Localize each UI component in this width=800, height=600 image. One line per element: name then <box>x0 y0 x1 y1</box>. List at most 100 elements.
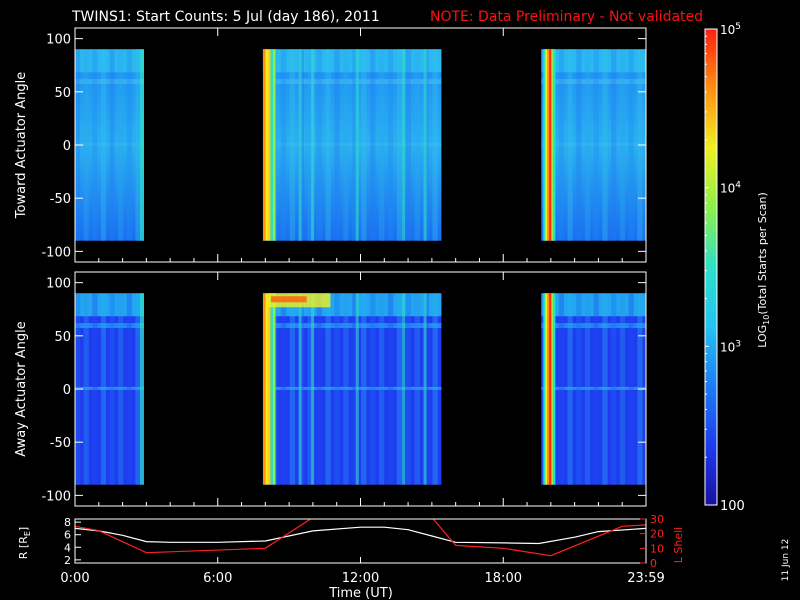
ylabel-left-bottom: R [R <box>17 536 30 559</box>
heatmap-cyan-streak <box>423 293 427 485</box>
l-shell-series-line <box>75 519 646 557</box>
heatmap-streak <box>109 293 115 485</box>
heatmap-hot-streak <box>272 49 276 241</box>
y-right-tick-label: 20 <box>650 528 664 541</box>
y-left-tick-label: 2 <box>64 554 71 567</box>
x-tick-label: 18:00 <box>485 571 522 586</box>
colorbar-tick-exp: 4 <box>735 181 741 191</box>
heatmap-streak <box>370 49 376 241</box>
heatmap-data-group <box>75 49 646 241</box>
y-right-tick-label: 10 <box>650 542 664 555</box>
heatmap-streak <box>584 293 591 485</box>
line-series-group <box>75 519 646 557</box>
heatmap-band-zero <box>541 386 646 390</box>
heatmap-streak <box>628 293 634 485</box>
heatmap-streak <box>396 293 403 485</box>
heatmap-top-red-band <box>270 296 307 303</box>
y-tick-label: 100 <box>46 277 71 292</box>
heatmap-streak <box>343 49 349 241</box>
heatmap-hot-streak <box>270 49 273 241</box>
heatmap-streak <box>352 49 358 241</box>
heatmap-streak <box>316 293 322 485</box>
heatmap-streak <box>378 49 385 241</box>
heatmap-streak <box>414 49 420 241</box>
heatmap-hot-strip <box>551 49 554 241</box>
heatmap-streak <box>619 49 626 241</box>
y-tick-label: 50 <box>54 86 71 101</box>
heatmap-data-group <box>75 293 646 485</box>
chart-title: TWINS1: Start Counts: 5 Jul (day 186), 2… <box>71 9 380 25</box>
heatmap-streak <box>387 49 394 241</box>
heatmap-band-top <box>541 293 646 317</box>
colorbar-label-rest: (Total Starts per Scan) <box>756 192 769 314</box>
heatmap-streak <box>109 49 115 241</box>
heatmap-panel-top: 100 50 0 -50 -100 <box>41 27 647 263</box>
x-tick-label: 6:00 <box>203 571 232 586</box>
y-tick-label: -100 <box>41 245 71 260</box>
heatmap-streak <box>100 49 107 241</box>
heatmap-band-top <box>262 49 442 73</box>
heatmap-streak <box>334 293 340 485</box>
heatmap-streak <box>405 293 412 485</box>
heatmap-band-sixty <box>541 323 646 329</box>
xlabel-bottom: Time (UT) <box>328 586 393 600</box>
heatmap-hot-strip <box>551 293 554 485</box>
heatmap-streak <box>432 49 438 241</box>
colorbar-label-sub: 10 <box>762 315 771 325</box>
heatmap-band-top <box>75 49 144 73</box>
heatmap-hot-streak <box>265 293 268 485</box>
heatmap-streak <box>325 293 331 485</box>
y-tick-label: 100 <box>46 33 71 48</box>
heatmap-hot-strip <box>553 49 556 241</box>
heatmap-streak <box>405 49 412 241</box>
heatmap-hot-strip <box>543 49 546 241</box>
heatmap-streak <box>307 49 313 241</box>
heatmap-band-top <box>75 293 144 317</box>
heatmap-streak <box>387 293 394 485</box>
heatmap-streak <box>378 293 385 485</box>
heatmap-streak <box>396 49 403 241</box>
heatmap-cyan-streak <box>402 49 406 241</box>
y-left-tick-label: 6 <box>64 529 71 542</box>
heatmap-band-zero <box>75 142 144 146</box>
heatmap-band-top <box>541 49 646 73</box>
heatmap-streak <box>593 293 599 485</box>
heatmap-streak <box>611 49 617 241</box>
heatmap-streak <box>602 293 608 485</box>
heatmap-streak <box>280 293 287 485</box>
ylabel-middle: Away Actuator Angle <box>14 321 29 456</box>
heatmap-streak <box>361 293 367 485</box>
heatmap-hot-streak <box>262 293 266 485</box>
heatmap-hot-streak <box>267 49 271 241</box>
heatmap-band-zero <box>541 142 646 146</box>
heatmap-streak <box>83 49 89 241</box>
x-tick-label: 23:59 <box>627 571 664 586</box>
heatmap-streak <box>602 49 608 241</box>
heatmap-edge-streak <box>139 293 144 485</box>
heatmap-band-zero <box>262 142 442 146</box>
heatmap-streak <box>100 293 107 485</box>
x-tick-label: 0:00 <box>60 571 89 586</box>
heatmap-cyan-streak <box>298 49 302 241</box>
heatmap-hot-streak <box>267 293 271 485</box>
y-tick-label: -50 <box>50 192 71 207</box>
heatmap-hot-strip <box>545 49 548 241</box>
heatmap-streak <box>576 293 582 485</box>
colorbar-tick-label: 100 <box>720 499 745 514</box>
heatmap-hot-streak <box>272 293 276 485</box>
panel-frame <box>74 518 647 564</box>
heatmap-hot-strip <box>549 49 552 241</box>
heatmap-hot-streak <box>262 49 266 241</box>
colorbar-gradient <box>704 28 718 506</box>
heatmap-streak <box>334 49 340 241</box>
y-right-tick-label: 30 <box>650 513 664 526</box>
heatmap-streak <box>576 49 582 241</box>
heatmap-hot-strip <box>547 293 550 485</box>
svg-text:R [RE]: R [RE] <box>17 527 32 559</box>
heatmap-hot-strip <box>543 293 546 485</box>
r-series-line <box>75 526 646 545</box>
heatmap-streak <box>414 293 420 485</box>
